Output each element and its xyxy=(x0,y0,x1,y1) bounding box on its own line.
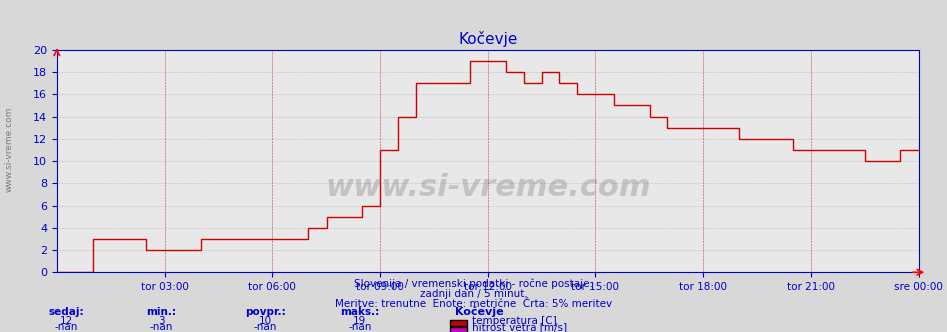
Text: -nan: -nan xyxy=(55,322,78,332)
Text: Kočevje: Kočevje xyxy=(455,306,503,317)
Text: 10: 10 xyxy=(259,316,272,326)
Text: Meritve: trenutne  Enote: metrične  Črta: 5% meritev: Meritve: trenutne Enote: metrične Črta: … xyxy=(335,299,612,309)
Text: -nan: -nan xyxy=(348,322,371,332)
Text: Slovenija / vremenski podatki - ročne postaje.: Slovenija / vremenski podatki - ročne po… xyxy=(354,279,593,289)
Text: maks.:: maks.: xyxy=(340,307,380,317)
Text: sedaj:: sedaj: xyxy=(48,307,84,317)
Text: temperatura [C]: temperatura [C] xyxy=(472,316,556,326)
Text: 12: 12 xyxy=(60,316,73,326)
Text: www.si-vreme.com: www.si-vreme.com xyxy=(325,173,651,202)
Text: min.:: min.: xyxy=(146,307,176,317)
Text: -nan: -nan xyxy=(254,322,277,332)
Title: Kočevje: Kočevje xyxy=(458,31,517,47)
Text: 19: 19 xyxy=(353,316,366,326)
Text: zadnji dan / 5 minut.: zadnji dan / 5 minut. xyxy=(420,289,527,299)
Text: povpr.:: povpr.: xyxy=(244,307,286,317)
Text: www.si-vreme.com: www.si-vreme.com xyxy=(5,107,14,192)
Text: hitrost vetra [m/s]: hitrost vetra [m/s] xyxy=(472,322,566,332)
Text: 3: 3 xyxy=(158,316,164,326)
Text: -nan: -nan xyxy=(150,322,172,332)
